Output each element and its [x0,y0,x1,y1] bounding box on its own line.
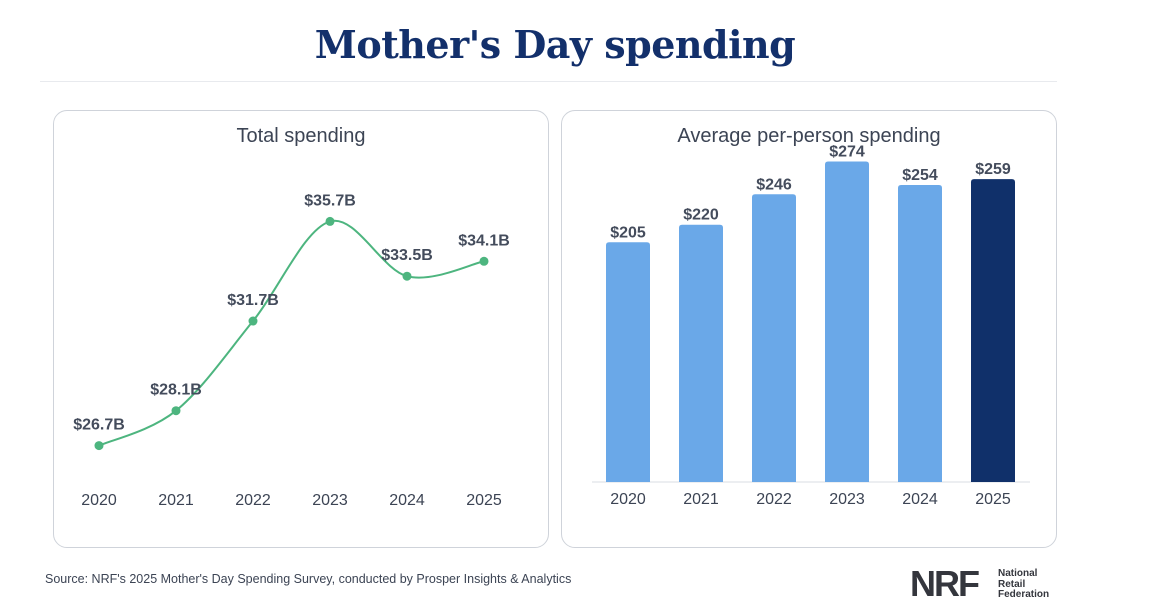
bar-x-tick-2025: 2025 [975,491,1011,508]
logo-line-2: Retail [998,578,1026,590]
page-title: Mother's Day spending [314,22,796,67]
bar-2021 [679,224,723,482]
total-spending-chart: $26.7B 2020 $28.1B 2021 $31.7B 2022 $35.7B 2023… [73,192,510,509]
bar-2022 [752,194,796,482]
line-point-2024 [402,271,412,281]
title-divider [40,81,1057,82]
logo-line-3: Federation [998,589,1050,600]
x-tick-2025: 2025 [466,492,502,509]
line-label-2024: $33.5B [381,247,433,264]
logo-mark: NRF [910,563,980,604]
bar-2024 [898,184,942,482]
bar-label-2024: $254 [902,167,938,184]
bar-label-2022: $246 [756,176,792,193]
bar-label-2021: $220 [683,207,719,224]
bar-x-tick-2021: 2021 [683,491,719,508]
x-tick-2021: 2021 [158,492,194,509]
bar-2023 [825,161,869,482]
bar-2025 [971,179,1015,482]
nrf-logo: NRF National Retail Federation [910,563,1070,604]
total-spending-title: Total spending [236,125,366,147]
line-point-2025 [479,256,489,266]
bar-label-2025: $259 [975,161,1011,178]
line-point-2021 [171,406,181,416]
per-person-chart: $205 2020 $220 2021 $246 2022 $274 2023 $254 2024… [592,144,1030,508]
logo-line-1: National [998,568,1038,579]
line-label-2022: $31.7B [227,292,279,309]
x-tick-2023: 2023 [312,492,348,509]
x-tick-2020: 2020 [81,492,117,509]
line-label-2021: $28.1B [150,382,202,399]
bar-label-2023: $274 [829,144,865,161]
per-person-panel: Average per-person spending $205 2020 $220… [561,110,1057,548]
bar-x-tick-2022: 2022 [756,491,792,508]
x-tick-2024: 2024 [389,492,425,509]
line-point-2022 [248,316,258,326]
x-tick-2022: 2022 [235,492,271,509]
line-point-2023 [325,216,335,226]
per-person-title: Average per-person spending [677,125,941,147]
line-label-2020: $26.7B [73,417,125,434]
line-label-2025: $34.1B [458,232,510,249]
bar-x-tick-2024: 2024 [902,491,938,508]
total-spending-panel: Total spending $26.7B 2020 $28.1B 2021 $31.7… [53,110,549,548]
logo-text: National Retail Federation [998,568,1068,601]
source-note: Source: NRF's 2025 Mother's Day Spending… [45,572,572,586]
line-point-2020 [94,441,104,451]
bar-x-tick-2023: 2023 [829,491,865,508]
bar-x-tick-2020: 2020 [610,491,646,508]
line-label-2023: $35.7B [304,192,356,209]
bar-label-2020: $205 [610,224,646,241]
bar-2020 [606,242,650,482]
